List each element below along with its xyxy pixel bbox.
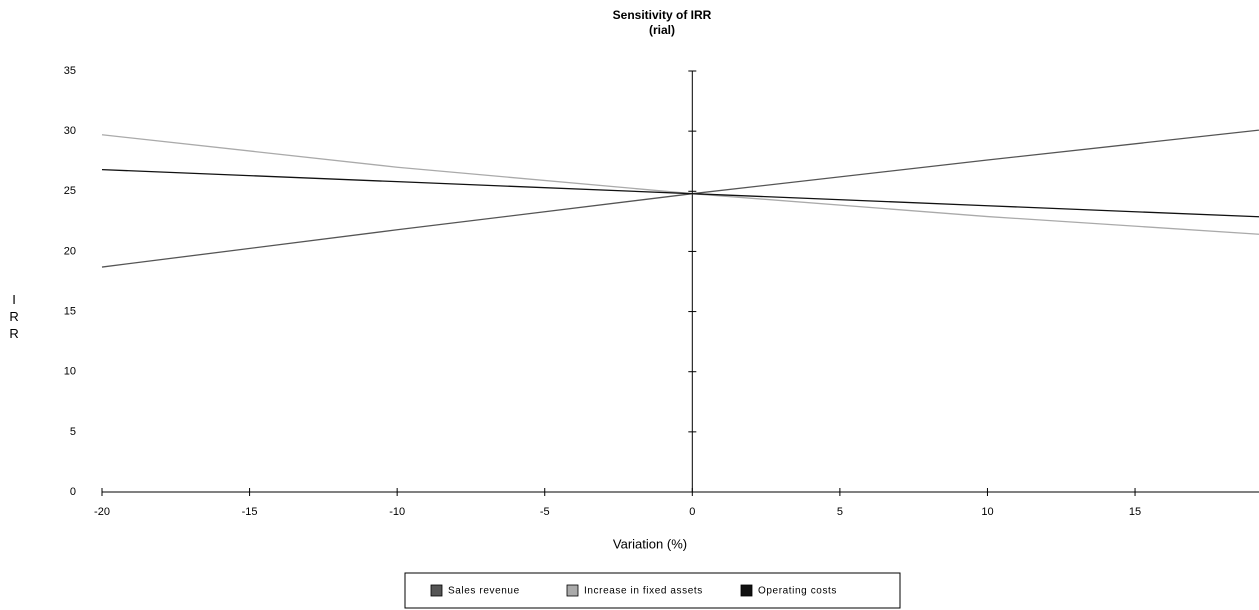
x-tick-label: 0: [689, 506, 695, 518]
plot-area: [101, 129, 1259, 268]
y-tick-label: 5: [70, 426, 76, 438]
legend-label: Operating costs: [758, 586, 837, 597]
y-tick-label: 35: [64, 65, 76, 77]
x-axis-label: Variation (%): [613, 536, 687, 551]
legend-swatch: [430, 584, 443, 597]
chart-title: Sensitivity of IRR: [613, 8, 712, 22]
y-tick-label: 25: [64, 185, 76, 197]
y-tick-label: 30: [64, 125, 76, 137]
y-tick-label: 0: [70, 486, 76, 498]
legend-label: Increase in fixed assets: [584, 586, 703, 597]
x-tick-label: -20: [94, 506, 110, 518]
x-tick-label: -15: [242, 506, 258, 518]
legend-box: [404, 572, 901, 609]
legend-swatch: [740, 584, 753, 597]
legend-label: Sales revenue: [448, 586, 520, 597]
y-tick-label: 15: [64, 305, 76, 317]
x-tick-label: 5: [837, 506, 843, 518]
x-tick-label: -10: [389, 506, 405, 518]
legend-swatch: [566, 584, 579, 597]
x-tick-label: -5: [540, 506, 550, 518]
y-axis-label: IRR: [7, 292, 22, 343]
y-tick-label: 10: [64, 366, 76, 378]
x-tick-label: 15: [1129, 506, 1141, 518]
y-tick-label: 20: [64, 245, 76, 257]
chart-subtitle: (rial): [649, 23, 675, 37]
series-line: [101, 129, 1259, 268]
x-tick-label: 10: [981, 506, 993, 518]
series-line: [101, 168, 1259, 218]
series-line: [101, 134, 1259, 235]
